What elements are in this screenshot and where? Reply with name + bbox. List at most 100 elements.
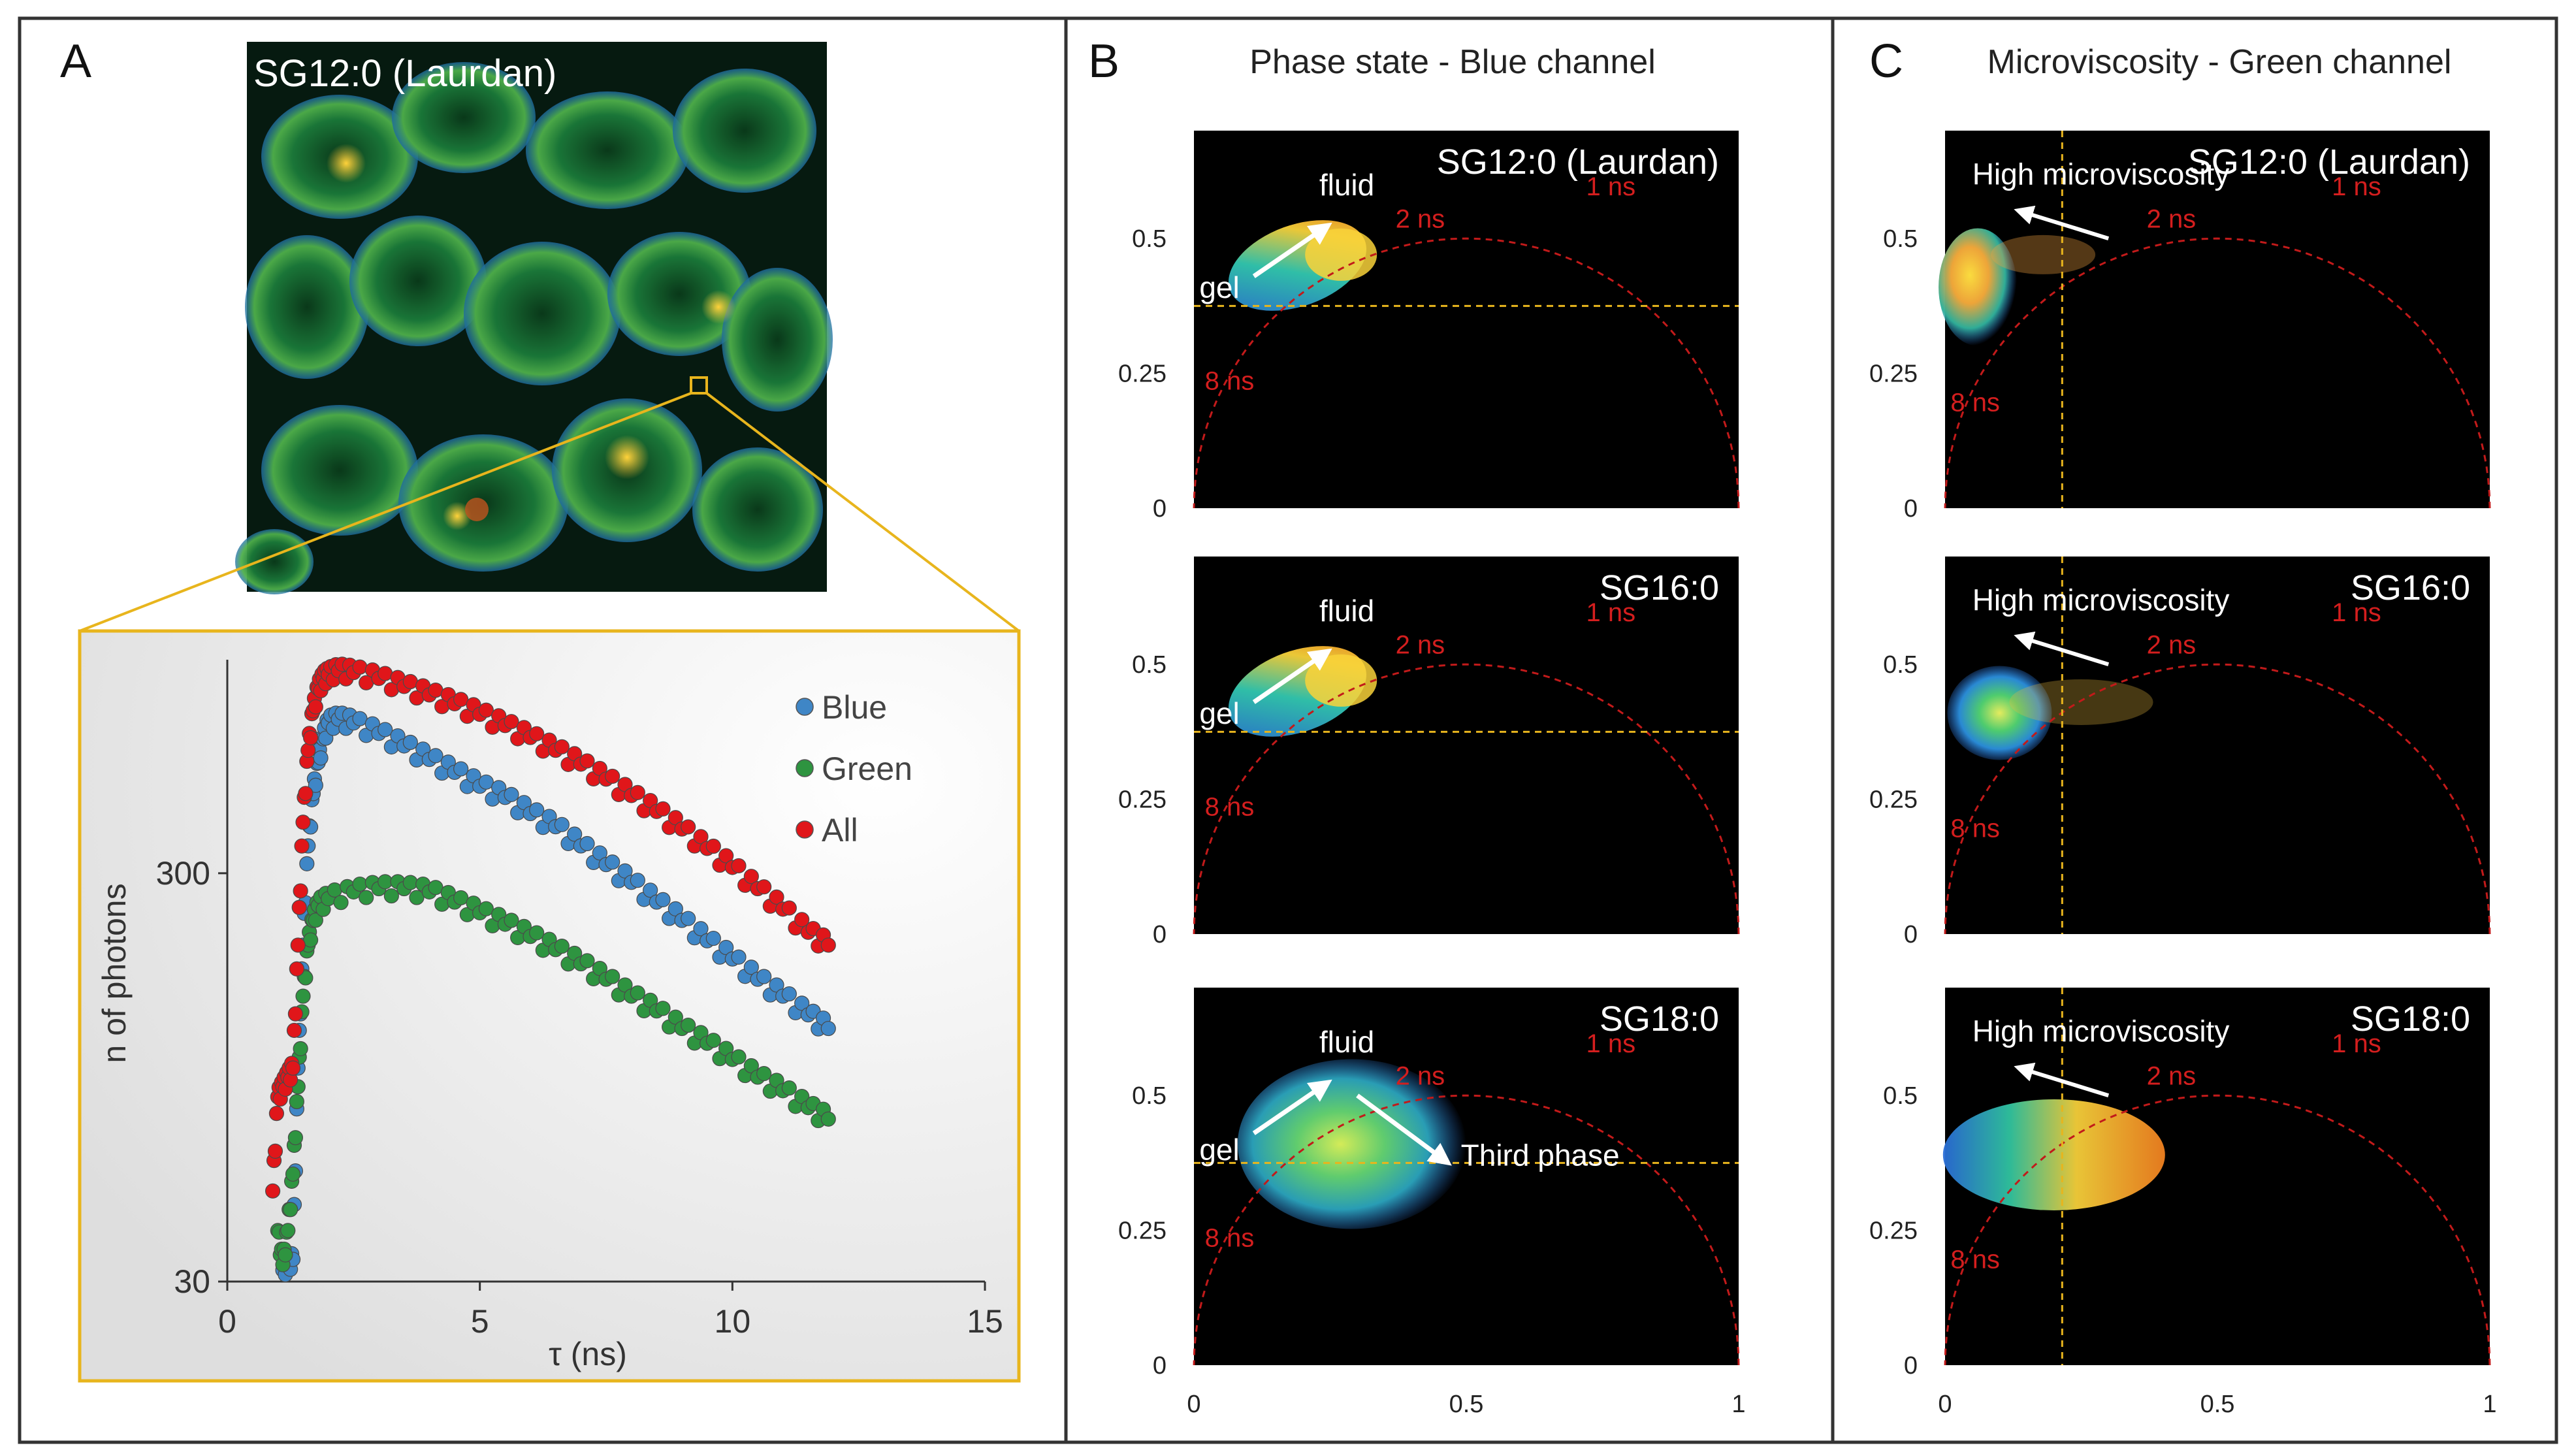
phasor-blue-3: 1 ns 2 ns 8 ns SG18:0 0 0.25 0.5 0 0.5 1 fluid gel T… bbox=[1118, 988, 1746, 1418]
decay-point-all bbox=[554, 739, 570, 754]
panel-b-title: Phase state - Blue channel bbox=[1249, 43, 1656, 81]
decay-point-blue bbox=[453, 761, 469, 777]
phasor-cloud bbox=[1947, 666, 2052, 760]
decay-point-green bbox=[283, 1202, 298, 1218]
phasor-cloud bbox=[1942, 1099, 2165, 1210]
decay-point-green bbox=[756, 1066, 772, 1082]
decay-legend: Blue Green All bbox=[796, 689, 912, 848]
decay-point-green bbox=[289, 1093, 304, 1110]
outer-frame bbox=[18, 16, 2558, 1444]
decay-point-all bbox=[290, 937, 306, 953]
lifetime-label: 8 ns bbox=[1205, 792, 1255, 821]
decay-point-blue bbox=[529, 802, 545, 818]
decay-point-green bbox=[327, 882, 342, 898]
decay-point-all bbox=[769, 889, 784, 905]
decay-point-blue bbox=[378, 722, 393, 737]
phasor-y-tick-label: 0.5 bbox=[1883, 1082, 1918, 1110]
decay-point-all bbox=[579, 753, 595, 769]
phasor-y-tick-label: 0.25 bbox=[1869, 1218, 1918, 1245]
decay-point-blue bbox=[820, 1020, 836, 1037]
decay-point-blue bbox=[643, 882, 658, 898]
panel-c-title: Microviscosity - Green channel bbox=[1988, 43, 2452, 81]
decay-point-green bbox=[303, 932, 319, 948]
decay-point-green bbox=[352, 876, 368, 892]
phasor-plot-area bbox=[1945, 131, 2490, 508]
legend-marker-blue bbox=[796, 698, 814, 716]
phasor-sample-label: SG16:0 bbox=[1600, 568, 1719, 607]
decay-point-all bbox=[289, 961, 304, 977]
phasor-plot-area bbox=[1194, 557, 1739, 934]
decay-x-tick-label: 0 bbox=[218, 1303, 236, 1340]
legend-marker-all bbox=[796, 820, 814, 839]
decay-point-all bbox=[308, 699, 323, 715]
decay-point-green bbox=[655, 1001, 671, 1016]
decay-point-all bbox=[287, 1006, 303, 1022]
decay-point-blue bbox=[681, 911, 696, 926]
decay-point-all bbox=[291, 899, 307, 915]
decay-point-blue bbox=[478, 774, 494, 790]
decay-point-green bbox=[478, 901, 494, 916]
decay-point-blue bbox=[756, 969, 772, 984]
fluid-label: fluid bbox=[1319, 168, 1374, 202]
universal-semicircle bbox=[1944, 237, 2491, 509]
decay-point-all bbox=[293, 883, 308, 899]
decay-point-all bbox=[300, 743, 316, 758]
phasor-y-tick-label: 0.25 bbox=[1118, 786, 1167, 814]
decay-point-green bbox=[605, 969, 620, 984]
phasor-y-tick-label: 0.5 bbox=[1132, 651, 1167, 679]
decay-point-all bbox=[655, 801, 671, 816]
decay-point-all bbox=[681, 819, 696, 835]
decay-point-all bbox=[705, 838, 721, 854]
phasor-y-tick-label: 0.25 bbox=[1118, 361, 1167, 388]
universal-semicircle bbox=[1193, 663, 1740, 935]
phasor-sample-label: SG18:0 bbox=[1600, 999, 1719, 1039]
zoom-line-right bbox=[705, 392, 1020, 632]
phasor-y-tick-label: 0.5 bbox=[1132, 1082, 1167, 1110]
decay-point-green bbox=[743, 1058, 759, 1074]
phasor-x-tick-label: 0 bbox=[1938, 1391, 1952, 1418]
decay-point-all bbox=[504, 714, 519, 730]
universal-semicircle bbox=[1944, 1094, 2491, 1366]
phasor-y-tick-label: 0 bbox=[1904, 495, 1918, 523]
lifetime-label: 8 ns bbox=[1950, 1245, 2000, 1274]
phasor-y-tick-label: 0.5 bbox=[1883, 225, 1918, 253]
zoom-roi-box bbox=[690, 376, 708, 395]
decay-point-green bbox=[308, 913, 323, 928]
lifetime-label: 8 ns bbox=[1950, 814, 2000, 843]
decay-point-all bbox=[693, 829, 709, 845]
decay-point-blue bbox=[630, 873, 645, 888]
panel-letter-b: B bbox=[1088, 35, 1119, 88]
decay-point-blue bbox=[504, 786, 519, 802]
legend-label-green: Green bbox=[822, 751, 912, 787]
decay-point-all bbox=[402, 673, 418, 690]
decay-point-blue bbox=[668, 901, 683, 916]
third-phase-arrow bbox=[1356, 1093, 1452, 1166]
decay-point-green bbox=[681, 1017, 696, 1033]
phasor-y-tick-label: 0 bbox=[1904, 921, 1918, 948]
decay-point-green bbox=[705, 1033, 721, 1048]
lifetime-label: 2 ns bbox=[1396, 631, 1445, 660]
decay-point-all bbox=[478, 702, 494, 718]
high-microviscosity-arrow bbox=[2014, 631, 2110, 667]
lifetime-label: 1 ns bbox=[1586, 1029, 1635, 1058]
phasor-y-tick-label: 0 bbox=[1153, 1352, 1167, 1380]
phasor-x-tick-label: 0.5 bbox=[1449, 1391, 1484, 1418]
decay-point-green bbox=[359, 890, 374, 905]
decay-point-all bbox=[605, 768, 620, 784]
universal-semicircle bbox=[1193, 1094, 1740, 1366]
micrograph-image: SG12:0 (Laurdan) bbox=[235, 42, 833, 594]
decay-y-label: n of photons bbox=[96, 883, 133, 1063]
phasor-cloud bbox=[1939, 228, 2018, 346]
high-microviscosity-arrow bbox=[2014, 1062, 2110, 1098]
decay-point-blue bbox=[313, 750, 329, 766]
decay-y-tick-label: 300 bbox=[156, 855, 210, 892]
phasor-sample-label: SG16:0 bbox=[2351, 568, 2470, 607]
decay-point-all bbox=[352, 659, 368, 675]
decay-point-all bbox=[428, 683, 443, 698]
high-microviscosity-label: High microviscosity bbox=[1972, 157, 2230, 191]
phasor-y-tick-label: 0.5 bbox=[1132, 225, 1167, 253]
legend-label-all: All bbox=[822, 812, 858, 848]
decay-point-green bbox=[378, 874, 393, 890]
decay-point-all bbox=[298, 786, 314, 801]
